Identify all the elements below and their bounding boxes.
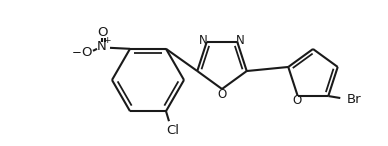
Text: O: O — [217, 87, 227, 100]
Text: N: N — [97, 40, 107, 53]
Text: N: N — [236, 34, 245, 47]
Text: Br: Br — [347, 93, 362, 106]
Text: −: − — [72, 46, 82, 59]
Text: O: O — [97, 26, 107, 39]
Text: +: + — [103, 36, 111, 45]
Text: O: O — [82, 46, 92, 59]
Text: Cl: Cl — [166, 124, 180, 137]
Text: O: O — [292, 94, 301, 107]
Text: N: N — [199, 34, 208, 47]
